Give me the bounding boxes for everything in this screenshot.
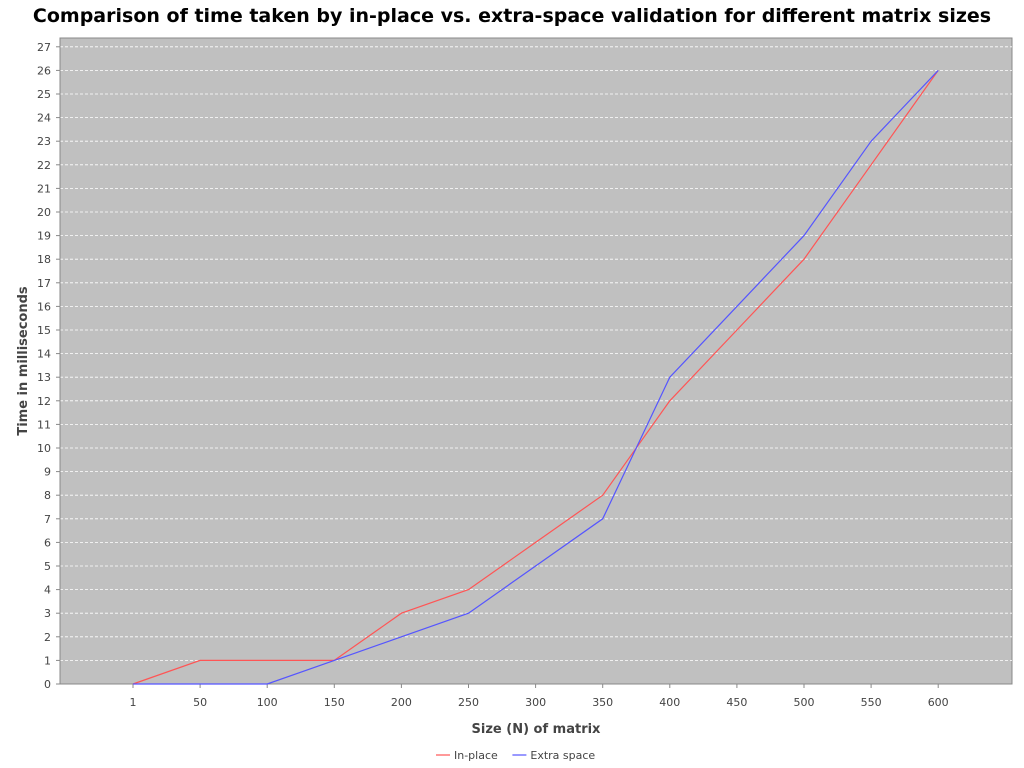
x-tick-label: 1	[130, 696, 137, 709]
x-tick-label: 450	[726, 696, 747, 709]
x-axis: 1 50 100 150 200 250 300 350 400 450 500 550 600	[60, 683, 1012, 709]
x-tick-label: 550	[861, 696, 882, 709]
x-tick-label: 100	[257, 696, 278, 709]
plot-area	[59, 37, 1013, 685]
x-tick-label: 600	[928, 696, 949, 709]
y-tick-label: 26	[37, 64, 51, 77]
y-tick-label: 24	[37, 112, 51, 125]
series-lines	[132, 69, 939, 685]
y-tick-label: 5	[44, 560, 51, 573]
y-tick-label: 2	[44, 631, 51, 644]
y-tick-label: 19	[37, 230, 51, 243]
x-axis-label: Size (N) of matrix	[472, 722, 602, 737]
y-tick-label: 7	[44, 513, 51, 526]
x-tick-label: 300	[525, 696, 546, 709]
x-tick-label: 400	[659, 696, 680, 709]
x-tick-label: 500	[794, 696, 815, 709]
y-tick-label: 16	[37, 300, 51, 313]
y-tick-label: 15	[37, 324, 51, 337]
y-tick-label: 1	[44, 654, 51, 667]
y-tick-label: 22	[37, 159, 51, 172]
y-axis: 0123456789101112131415161718192021222324…	[37, 38, 61, 691]
y-tick-label: 3	[44, 607, 51, 620]
grid-lines	[60, 46, 1012, 661]
y-tick-label: 6	[44, 536, 51, 549]
legend-label-extra-space: Extra space	[530, 749, 595, 762]
y-tick-label: 12	[37, 395, 51, 408]
y-tick-label: 20	[37, 206, 51, 219]
legend-label-in-place: In-place	[454, 749, 498, 762]
y-tick-label: 23	[37, 135, 51, 148]
y-tick-label: 9	[44, 466, 51, 479]
y-tick-label: 11	[37, 418, 51, 431]
chart-title: Comparison of time taken by in-place vs.…	[33, 5, 991, 27]
y-tick-label: 14	[37, 348, 51, 361]
x-tick-label: 350	[592, 696, 613, 709]
y-tick-label: 21	[37, 182, 51, 195]
legend: In-place Extra space	[436, 749, 595, 762]
y-tick-label: 18	[37, 253, 51, 266]
y-tick-label: 10	[37, 442, 51, 455]
series-line-in-place	[132, 70, 939, 685]
x-tick-label: 150	[324, 696, 345, 709]
y-tick-label: 27	[37, 41, 51, 54]
y-tick-label: 13	[37, 371, 51, 384]
y-tick-label: 17	[37, 277, 51, 290]
y-tick-label: 0	[44, 678, 51, 691]
x-tick-label: 200	[391, 696, 412, 709]
y-tick-label: 25	[37, 88, 51, 101]
y-tick-label: 8	[44, 489, 51, 502]
x-tick-label: 250	[458, 696, 479, 709]
y-tick-label: 4	[44, 584, 51, 597]
x-tick-label: 50	[193, 696, 207, 709]
y-axis-label: Time in milliseconds	[16, 286, 31, 436]
series-line-extra-space	[133, 69, 939, 685]
